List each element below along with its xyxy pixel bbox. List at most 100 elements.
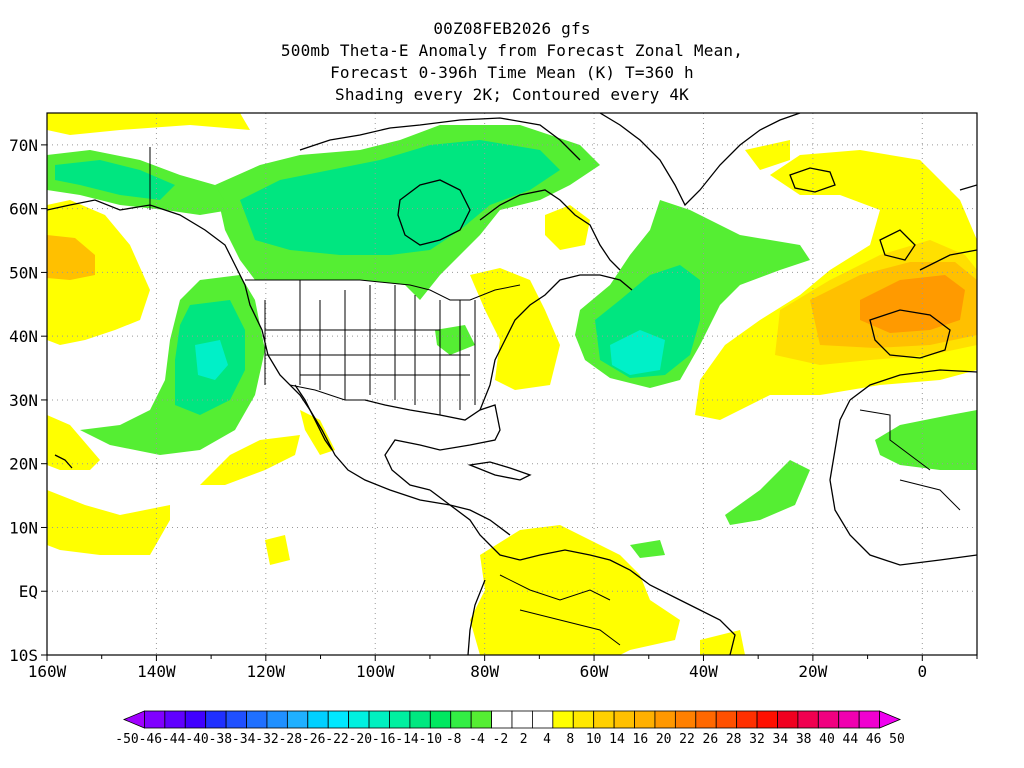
colorbar-label: 50	[889, 732, 905, 747]
coastline-central-america	[429, 489, 521, 561]
colorbar-swatch	[409, 710, 431, 729]
colorbar-label: -16	[372, 732, 395, 747]
coastline-baja	[294, 384, 333, 451]
border-us-canada	[245, 279, 521, 301]
colorbar-arrow-left	[122, 710, 145, 729]
colorbar-label: -20	[349, 732, 372, 747]
colorbar-swatch	[389, 710, 411, 729]
colorbar-label: -38	[209, 732, 232, 747]
colorbar-swatch	[613, 710, 635, 729]
colorbar-label: 20	[656, 732, 672, 747]
colorbar-label: -32	[255, 732, 278, 747]
colorbar-label: 46	[866, 732, 882, 747]
colorbar-label: -22	[325, 732, 348, 747]
coastline-layer	[47, 113, 977, 655]
colorbar-label: -34	[232, 732, 256, 747]
shade-europe-orange	[860, 275, 965, 333]
coastline-south-america	[467, 549, 736, 655]
lat-tick-label: 10N	[9, 518, 38, 537]
colorbar-swatch	[817, 710, 840, 729]
colorbar-label: 16	[633, 732, 649, 747]
colorbar-label: 34	[773, 732, 789, 747]
colorbar-label: 28	[726, 732, 742, 747]
colorbar-swatch	[674, 710, 697, 729]
coastline-europe	[869, 184, 977, 359]
border-africa	[859, 409, 961, 511]
shade-south-america-yellow	[470, 525, 680, 655]
shade-tropical-pacific-yellow	[47, 490, 170, 555]
lat-tick-label: 60N	[9, 200, 38, 219]
title-variable: 500mb Theta-E Anomaly from Forecast Zona…	[280, 41, 744, 60]
coastline-greenland	[599, 113, 801, 207]
title-date-model: 00Z08FEB2026 gfs	[433, 19, 591, 38]
colorbar-swatch	[511, 710, 533, 729]
coastline-arctic-islands	[299, 117, 581, 161]
colorbar-label: -8	[446, 732, 462, 747]
border-south-america	[499, 574, 621, 646]
colorbar-label: 32	[749, 732, 765, 747]
colorbar-swatch	[695, 710, 717, 729]
coastline-north-america-west	[47, 199, 511, 536]
shade-labrador-yellow	[545, 205, 590, 250]
lon-tick-label: 160W	[28, 662, 67, 681]
colorbar-swatch	[838, 710, 860, 729]
coastline-hudson-bay	[397, 179, 471, 246]
colorbar-swatch	[634, 710, 656, 729]
colorbar-label: -44	[162, 732, 186, 747]
shade-mexico-yellow	[200, 435, 300, 485]
colorbar-swatch	[552, 710, 574, 729]
lon-tick-label: 120W	[247, 662, 286, 681]
colorbar-label: 8	[566, 732, 574, 747]
lat-tick-label: 40N	[9, 327, 38, 346]
colorbar: -50 -46 -44 -40 -38 -34 -32 -28 -26 -22 -20 -16 -14-…	[115, 710, 905, 747]
colorbar-label: -50	[115, 732, 138, 747]
lon-tick-label: 140W	[137, 662, 176, 681]
graticule	[47, 113, 977, 655]
coastline-gulf-of-mexico	[364, 399, 501, 491]
colorbar-swatch	[777, 710, 799, 729]
colorbar-swatch	[429, 710, 452, 729]
shade-eastern-atlantic-green	[725, 460, 810, 525]
colorbar-swatch	[348, 710, 370, 729]
coastline-hawaii	[54, 454, 73, 469]
lat-tick-label: 20N	[9, 455, 38, 474]
colorbar-swatch	[164, 710, 186, 729]
coastline-africa	[829, 369, 977, 566]
shading-layer	[47, 113, 977, 655]
colorbar-label: -40	[185, 732, 208, 747]
colorbar-label: 40	[819, 732, 835, 747]
colorbar-swatch	[593, 710, 615, 729]
colorbar-swatch	[144, 710, 166, 729]
colorbar-label: 44	[843, 732, 859, 747]
lon-tick-label: 80W	[470, 662, 499, 681]
colorbar-arrow-right	[879, 710, 902, 729]
lat-tick-label: 50N	[9, 263, 38, 282]
colorbar-swatch	[756, 710, 778, 729]
shade-alaska-mint	[55, 160, 175, 200]
shade-atlantic-trough-aqua	[610, 330, 665, 375]
shade-pacific-northeast-yellow	[47, 200, 150, 345]
coastline-labrador	[479, 189, 621, 271]
shade-africa-green	[875, 410, 977, 470]
colorbar-swatch	[246, 710, 268, 729]
lat-tick-label: 70N	[9, 136, 38, 155]
shade-pacific-trough-aqua	[195, 340, 228, 380]
border-layer	[149, 147, 961, 646]
colorbar-label: -26	[302, 732, 325, 747]
shade-great-lakes-green	[435, 325, 475, 355]
shade-northern-alaska-yellow	[47, 113, 250, 135]
map-frame	[46, 112, 978, 656]
colorbar-swatch	[225, 710, 247, 729]
coastline-iceland	[789, 167, 836, 193]
colorbar-swatch	[205, 710, 227, 729]
colorbar-swatch	[858, 710, 880, 729]
colorbar-label: 14	[609, 732, 625, 747]
colorbar-swatch	[572, 710, 595, 729]
lat-tick-label: 30N	[9, 391, 38, 410]
lon-tick-label: 100W	[356, 662, 395, 681]
colorbar-label: -14	[395, 732, 419, 747]
colorbar-swatch	[286, 710, 309, 729]
shade-canada-mint	[240, 140, 560, 255]
